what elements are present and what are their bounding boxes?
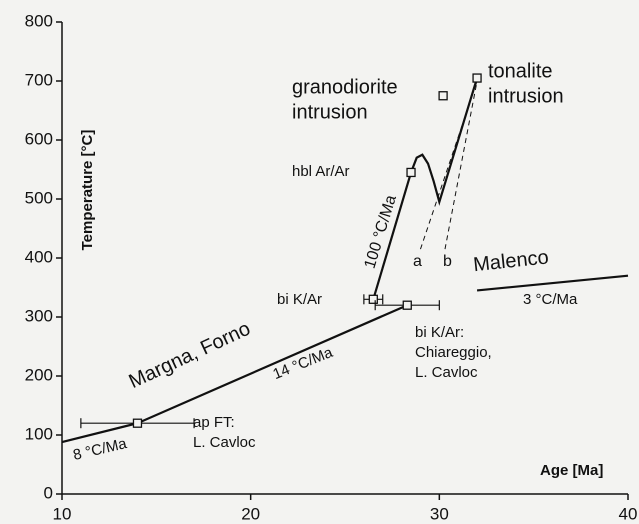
annotation-text: ap FT: [193,414,235,431]
x-tick-label: 10 [53,504,72,523]
cooling-path [444,80,478,250]
data-point [368,294,378,304]
cooling-path [476,274,629,292]
data-point [472,73,482,83]
annotation-text: L. Cavloc [415,364,478,381]
data-point [438,91,448,101]
annotation: granodiorite intrusion [292,76,398,123]
x-tick-label: 30 [430,504,449,523]
y-tick-label: 700 [25,70,53,89]
annotation-text: 8 °C/Ma [71,435,128,464]
data-point [402,300,412,310]
annotation-text: hbl Ar/Ar [292,163,350,180]
y-tick-label: 600 [25,129,53,148]
annotation-text: a [413,253,422,270]
y-tick-label: 800 [25,11,53,30]
annotation-text: intrusion [292,101,368,123]
annotation-text: intrusion [488,85,564,107]
y-tick-label: 500 [25,188,53,207]
annotation-text: Malenco [472,246,549,276]
y-tick-label: 200 [25,365,53,384]
annotation: Malenco [472,246,549,276]
data-point [406,167,416,178]
annotation: b [443,253,452,270]
cooling-path [419,80,478,250]
cooling-path [372,172,413,300]
y-axis-label: Temperature [°C] [79,130,96,251]
annotation-text: 3 °C/Ma [523,291,578,308]
annotation: 3 °C/Ma [523,291,578,308]
y-tick-label: 100 [25,424,53,443]
annotation: a [413,253,422,270]
y-tick-label: 300 [25,306,53,325]
data-point [132,418,143,428]
x-tick-label: 20 [241,504,260,523]
annotation-text: bi K/Ar: [415,324,464,341]
annotation-text: tonalite [488,60,553,82]
annotation-text: L. Cavloc [193,434,256,451]
annotation: bi K/Ar: Chiareggio, L. Cavloc [415,324,492,381]
cooling-path [410,77,479,206]
x-axis-label: Age [Ma] [540,462,603,479]
annotation-text: b [443,253,452,270]
annotation: bi K/Ar [277,291,322,308]
annotation: 8 °C/Ma [71,435,128,464]
annotation: ap FT: L. Cavloc [193,414,256,451]
annotation-text: bi K/Ar [277,291,322,308]
annotation-text: Chiareggio, [415,344,492,361]
annotation: hbl Ar/Ar [292,163,350,180]
x-tick-label: 40 [619,504,638,523]
annotation-text: granodiorite [292,76,398,98]
y-tick-label: 400 [25,247,53,266]
annotation: tonalite intrusion [488,60,564,107]
y-tick-label: 0 [44,483,53,502]
